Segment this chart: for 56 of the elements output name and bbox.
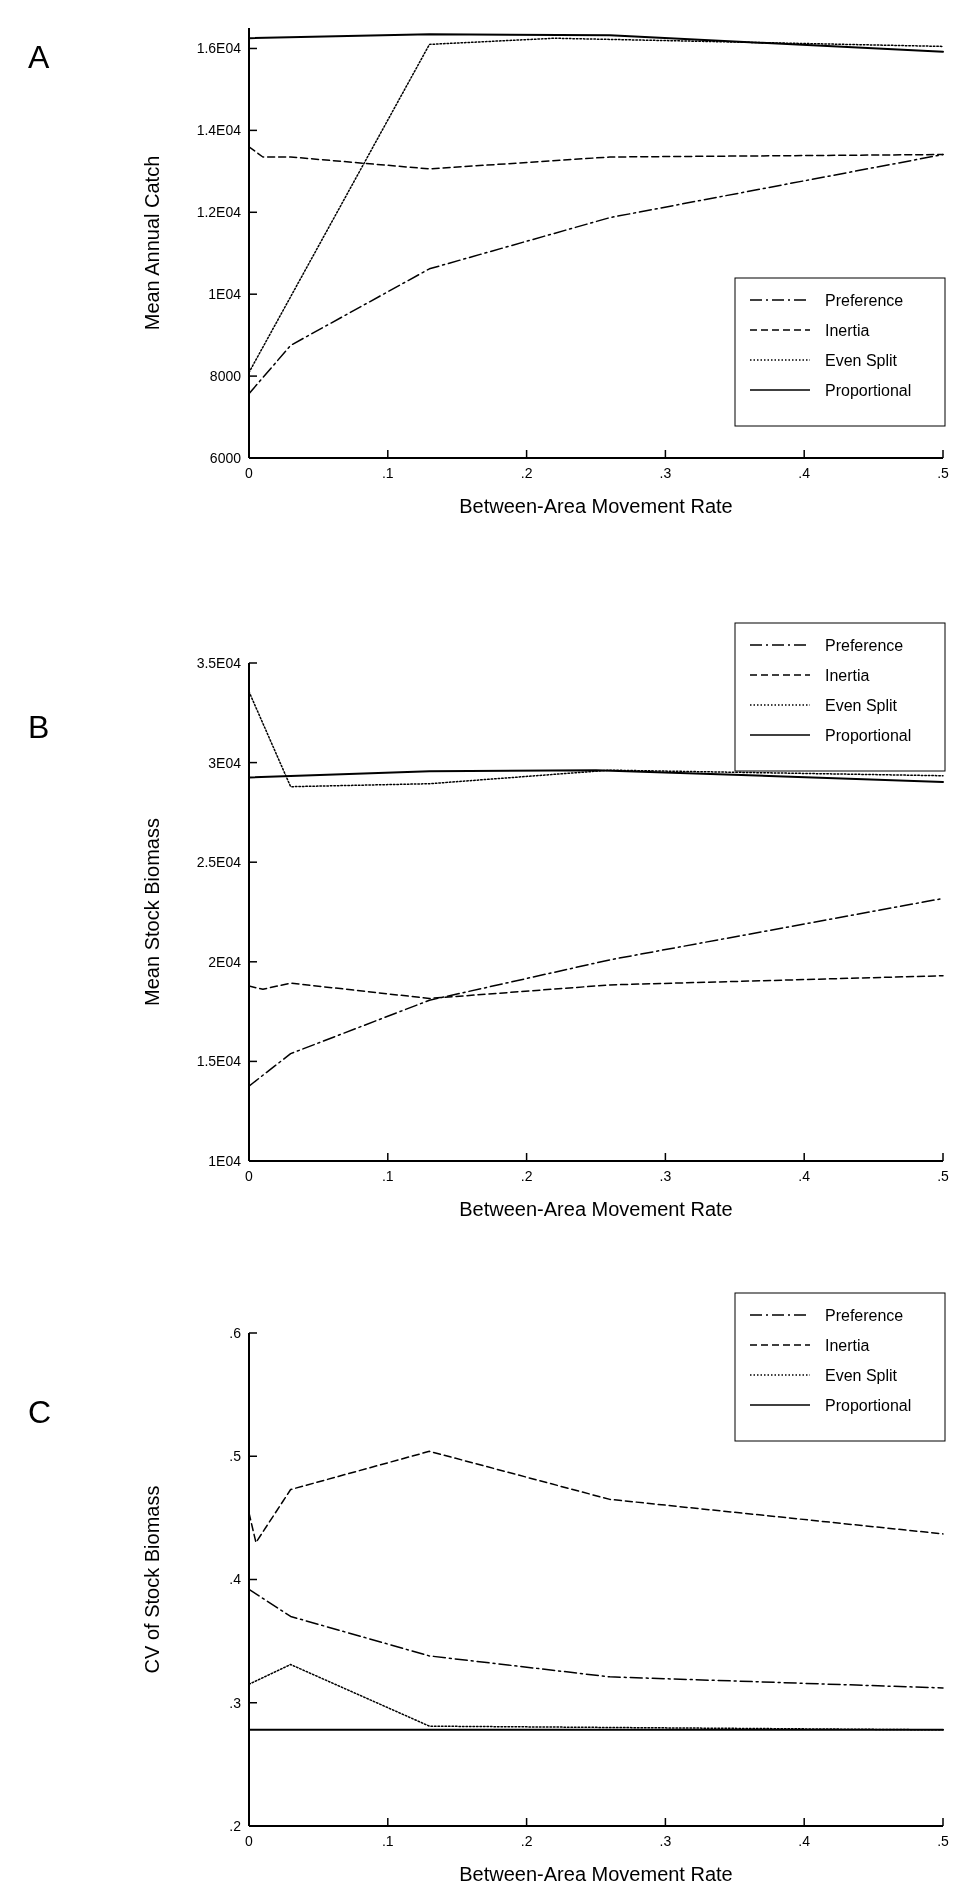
text: B	[28, 709, 50, 745]
x-tick-label: .1	[381, 1168, 394, 1184]
legend-label: Even Split	[825, 351, 898, 369]
y-tick-label: 3.5E04	[196, 654, 242, 671]
y-tick-label: 1E04	[208, 1152, 242, 1169]
legend-label: Inertia	[825, 666, 870, 684]
x-tick-label: .3	[659, 1833, 672, 1849]
x-tick-label: .1	[381, 465, 394, 481]
x-tick-label: .2	[520, 1833, 533, 1849]
y-tick-label: 1.2E04	[196, 204, 242, 221]
y-tick-label: 1.6E04	[196, 40, 242, 57]
x-tick-label: .3	[659, 465, 672, 481]
x-tick-label: .2	[520, 465, 533, 481]
legend-label: Preference	[825, 291, 904, 309]
legend-label: Proportional	[825, 1396, 912, 1414]
x-tick-label: .4	[798, 1168, 811, 1184]
x-axis-title: Between-Area Movement Rate	[459, 1863, 733, 1885]
legend-label: Preference	[825, 1306, 904, 1324]
y-tick-label: 8000	[209, 368, 242, 384]
y-tick-label: 6000	[209, 449, 242, 466]
x-tick-label: .4	[798, 465, 811, 481]
y-tick-label: .6	[229, 1324, 242, 1341]
legend-label: Even Split	[825, 1366, 898, 1384]
y-axis-title: CV of Stock Biomass	[141, 1485, 163, 1674]
x-tick-label: .5	[937, 1833, 950, 1849]
y-tick-label: 3E04	[208, 754, 242, 771]
y-tick-label: .4	[229, 1571, 242, 1588]
x-axis-title: Between-Area Movement Rate	[459, 1198, 733, 1220]
x-tick-label: 0	[245, 465, 254, 481]
legend-label: Inertia	[825, 1336, 870, 1354]
x-tick-label: .5	[937, 465, 950, 481]
y-tick-label: .5	[229, 1448, 242, 1465]
y-tick-label: 2E04	[208, 953, 242, 970]
text: C	[28, 1394, 52, 1430]
x-tick-label: .5	[937, 1168, 950, 1184]
x-tick-label: .1	[381, 1833, 394, 1849]
y-tick-label: .3	[229, 1694, 242, 1711]
x-tick-label: 0	[245, 1833, 254, 1849]
legend-label: Preference	[825, 636, 904, 654]
y-tick-label: 1.4E04	[196, 122, 242, 139]
chart-title: A	[28, 39, 50, 75]
x-axis-title: Between-Area Movement Rate	[459, 495, 733, 517]
x-tick-label: .2	[520, 1168, 533, 1184]
x-tick-label: .3	[659, 1168, 672, 1184]
y-tick-label: 1.5E04	[196, 1053, 242, 1070]
y-tick-label: .2	[229, 1817, 242, 1834]
y-tick-label: 2.5E04	[196, 854, 242, 871]
x-tick-label: .4	[798, 1833, 811, 1849]
legend-label: Even Split	[825, 696, 898, 714]
y-tick-label: 1E04	[208, 286, 242, 303]
legend-label: Proportional	[825, 381, 912, 399]
legend-label: Proportional	[825, 726, 912, 744]
legend-label: Inertia	[825, 321, 870, 339]
x-tick-label: 0	[245, 1168, 254, 1184]
y-axis-title: Mean Stock Biomass	[141, 818, 163, 1006]
y-axis-title: Mean Annual Catch	[141, 155, 163, 331]
